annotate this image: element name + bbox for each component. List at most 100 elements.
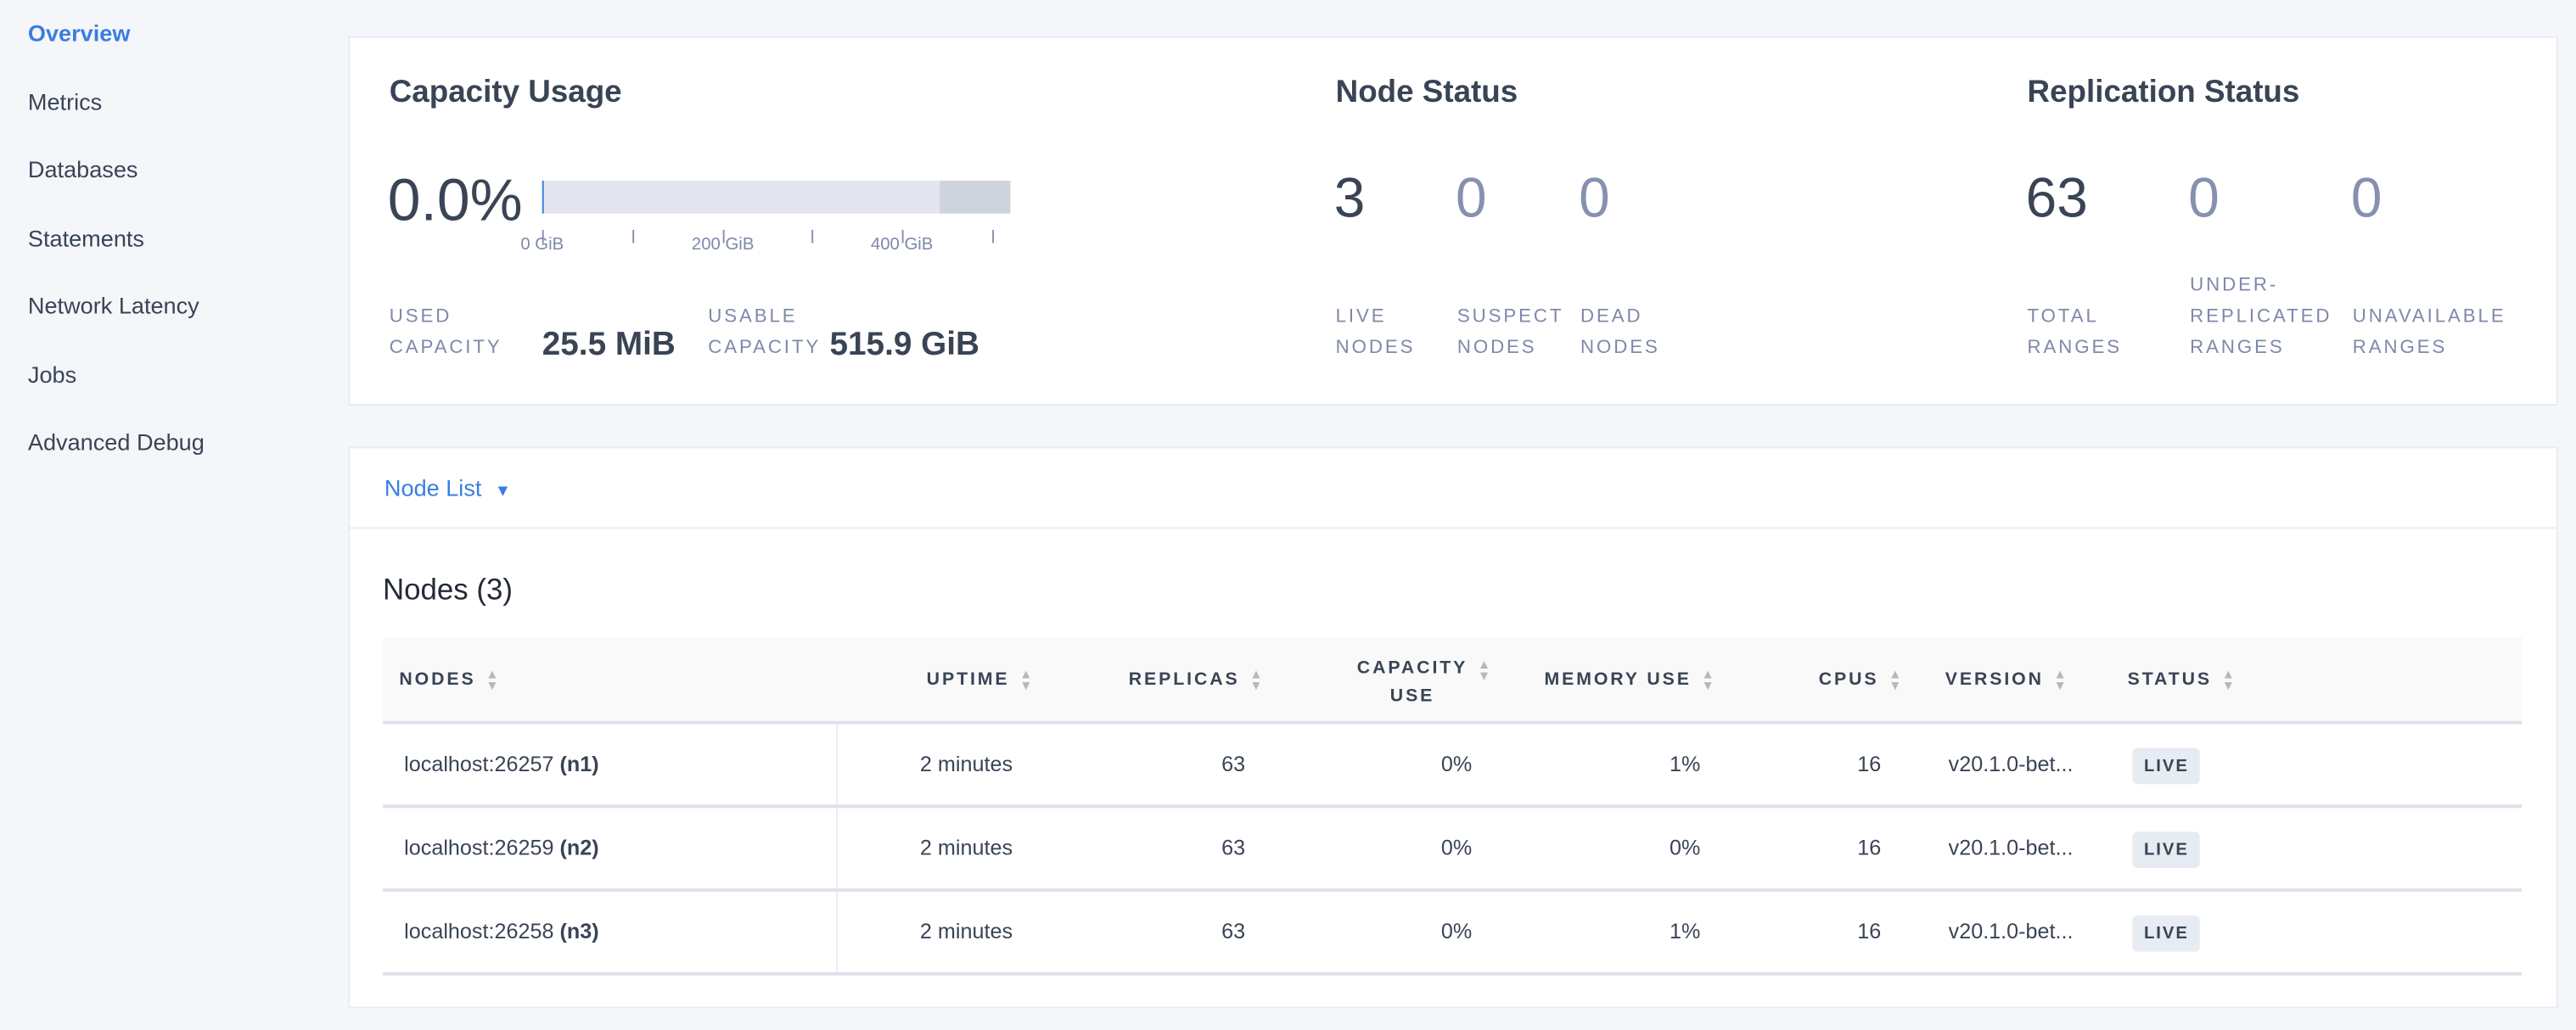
sidebar-item-network-latency[interactable]: Network Latency — [27, 292, 199, 319]
status-cell: LIVE — [2132, 915, 2201, 952]
suspect-nodes-label: SUSPECT NODES — [1457, 302, 1563, 365]
column-header-version[interactable]: VERSION ▲ ▼ — [1945, 668, 2069, 692]
sort-icon: ▲ ▼ — [1477, 657, 1494, 684]
header-label: VERSION — [1945, 669, 2044, 690]
status-badge: LIVE — [2132, 831, 2201, 868]
uptime-cell: 2 minutes — [920, 752, 1013, 776]
cpus-cell: 16 — [1857, 752, 1881, 776]
replication-status-title: Replication Status — [2027, 76, 2300, 110]
memory-text: 1% — [1669, 918, 1701, 944]
sidebar-item-jobs[interactable]: Jobs — [27, 361, 77, 388]
replicas-cell: 63 — [1221, 752, 1245, 776]
sidebar-item-metrics[interactable]: Metrics — [27, 88, 103, 115]
sort-icon: ▲ ▼ — [1889, 666, 1905, 693]
label-line: SUSPECT — [1456, 306, 1564, 327]
column-header-replicas[interactable]: REPLICAS ▲ ▼ — [1129, 666, 1266, 693]
live-nodes-value: 3 — [1333, 167, 1366, 230]
column-header-cpus[interactable]: CPUS ▲ ▼ — [1818, 666, 1905, 693]
cpus-cell: 16 — [1857, 835, 1881, 859]
dead-nodes-label: DEAD NODES — [1580, 302, 1660, 365]
sort-icon: ▲ ▼ — [1249, 666, 1266, 693]
capacity-text: 0% — [1440, 918, 1473, 944]
node-address-link[interactable]: localhost:26258 (n3) — [404, 919, 598, 943]
dropdown-label: Node List — [384, 474, 482, 501]
cpus-text: 16 — [1857, 918, 1882, 944]
capacity-bar-unusable — [940, 180, 1011, 214]
node-host: localhost:26258 — [404, 918, 554, 944]
column-header-status[interactable]: STATUS ▲ ▼ — [2128, 666, 2237, 693]
cpus-text: 16 — [1857, 751, 1882, 776]
tick — [632, 229, 635, 244]
cpus-cell: 16 — [1857, 919, 1881, 943]
tick-label: 400 GiB — [870, 234, 934, 255]
column-header-memory-use[interactable]: MEMORY USE ▲ ▼ — [1544, 666, 1717, 693]
sort-icon: ▲ ▼ — [1701, 666, 1717, 693]
node-id: (n1) — [559, 751, 599, 776]
capacity-bar — [542, 180, 1011, 214]
label-line: RANGES — [2352, 338, 2448, 358]
sort-icon: ▲ ▼ — [1019, 666, 1035, 693]
header-label: CPUS — [1818, 669, 1879, 690]
row-divider — [382, 971, 2523, 976]
total-ranges-label: TOTAL RANGES — [2028, 302, 2122, 365]
sort-icon: ▲ ▼ — [2221, 666, 2237, 693]
memory-text: 0% — [1669, 835, 1701, 860]
label-line: DEAD — [1580, 306, 1643, 327]
memory-use-cell: 0% — [1670, 835, 1700, 859]
status-cell: LIVE — [2132, 747, 2201, 785]
used-capacity-value: 25.5 MiB — [542, 327, 676, 363]
under-replicated-label: UNDER- REPLICATED RANGES — [2190, 271, 2332, 364]
under-replicated-value: 0 — [2188, 167, 2220, 230]
node-host: localhost:26257 — [404, 751, 554, 776]
capacity-use-cell: 0% — [1441, 919, 1472, 943]
column-header-uptime[interactable]: UPTIME ▲ ▼ — [927, 666, 1035, 693]
column-header-capacity-use[interactable]: CAPACITY USE ▲ ▼ — [1357, 655, 1493, 711]
column-header-nodes[interactable]: NODES ▲ ▼ — [399, 668, 501, 692]
sidebar-item-overview[interactable]: Overview — [27, 20, 131, 47]
sidebar-item-advanced-debug[interactable]: Advanced Debug — [27, 428, 205, 456]
capacity-percent: 0.0% — [387, 165, 523, 233]
table-header — [382, 637, 2523, 721]
label-line: RANGES — [2027, 338, 2122, 358]
node-status-title: Node Status — [1335, 76, 1518, 110]
used-capacity-label: USED CAPACITY — [390, 302, 502, 365]
sidebar-item-statements[interactable]: Statements — [27, 225, 145, 252]
replicas-cell: 63 — [1221, 835, 1245, 859]
label-line: NODES — [1456, 338, 1537, 358]
label-line: UNDER- — [2190, 276, 2279, 296]
label-line: NODES — [1335, 338, 1416, 358]
label-line: UNAVAILABLE — [2352, 306, 2506, 327]
status-cell: LIVE — [2132, 831, 2201, 868]
column-divider — [836, 724, 839, 972]
tick — [901, 229, 904, 244]
header-label: MEMORY USE — [1544, 669, 1692, 690]
node-address-link[interactable]: localhost:26257 (n1) — [404, 752, 598, 776]
uptime-text: 2 minutes — [919, 918, 1013, 944]
divider — [348, 527, 2558, 529]
version-text: v20.1.0-bet... — [1948, 918, 2074, 944]
unavailable-ranges-label: UNAVAILABLE RANGES — [2353, 302, 2506, 365]
capacity-text: 0% — [1440, 751, 1473, 776]
memory-use-cell: 1% — [1670, 919, 1700, 943]
tick — [722, 229, 725, 244]
tick — [811, 229, 814, 244]
node-address-link[interactable]: localhost:26259 (n2) — [404, 835, 598, 859]
dead-nodes-value: 0 — [1579, 167, 1610, 230]
uptime-text: 2 minutes — [919, 835, 1013, 860]
cpus-text: 16 — [1857, 835, 1882, 860]
tick-label: 200 GiB — [691, 234, 755, 255]
replicas-text: 63 — [1221, 751, 1246, 776]
status-badge: LIVE — [2132, 747, 2201, 785]
node-id: (n2) — [559, 835, 599, 860]
node-list-dropdown[interactable]: Node List ▼ — [384, 474, 511, 501]
sidebar-item-databases[interactable]: Databases — [27, 155, 138, 182]
caret-down-icon: ▼ — [494, 483, 512, 501]
memory-use-cell: 1% — [1670, 752, 1700, 776]
replicas-cell: 63 — [1221, 919, 1245, 943]
uptime-text: 2 minutes — [919, 751, 1013, 776]
nodes-heading: Nodes (3) — [382, 573, 513, 607]
capacity-use-cell: 0% — [1441, 835, 1472, 859]
status-badge: LIVE — [2132, 915, 2201, 952]
node-id: (n3) — [559, 918, 599, 944]
replicas-text: 63 — [1221, 835, 1246, 860]
